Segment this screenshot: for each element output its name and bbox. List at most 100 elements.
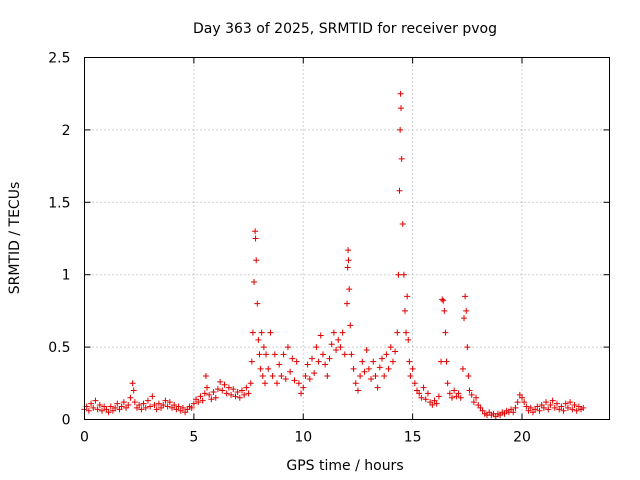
data-point — [274, 380, 280, 387]
data-point — [451, 387, 458, 394]
data-point — [322, 361, 329, 368]
data-point — [363, 346, 370, 353]
data-point — [287, 368, 294, 375]
data-point — [470, 399, 477, 406]
data-point — [330, 329, 337, 336]
data-point — [465, 373, 472, 380]
data-point — [261, 380, 268, 387]
data-point — [365, 365, 372, 372]
data-point — [94, 406, 101, 413]
data-point — [416, 390, 423, 397]
data-point — [444, 380, 451, 387]
x-tick-label: 10 — [294, 430, 312, 446]
data-point — [282, 375, 289, 382]
data-point — [249, 329, 256, 336]
data-point — [241, 391, 248, 398]
y-tick-label: 0.5 — [48, 340, 70, 356]
data-point — [547, 402, 554, 409]
data-point — [199, 397, 206, 404]
data-point — [85, 407, 92, 414]
data-point — [210, 388, 217, 395]
data-point — [247, 380, 254, 387]
data-point — [374, 384, 381, 391]
data-point — [223, 390, 230, 397]
data-point — [202, 373, 209, 380]
data-point — [512, 404, 519, 411]
data-point — [96, 402, 103, 409]
data-point — [201, 390, 208, 397]
data-point — [252, 235, 259, 242]
data-point — [534, 403, 541, 410]
data-point — [107, 403, 114, 410]
data-point — [514, 399, 521, 406]
data-point — [527, 404, 534, 411]
data-point — [208, 396, 215, 403]
data-point — [175, 403, 182, 410]
data-point — [254, 300, 261, 307]
data-point — [160, 402, 167, 409]
data-point — [510, 409, 517, 416]
data-point — [521, 399, 528, 406]
data-point — [392, 348, 399, 355]
data-point — [543, 399, 550, 406]
data-point — [333, 346, 340, 353]
data-point — [136, 402, 143, 409]
data-point — [232, 393, 239, 400]
data-point — [309, 355, 315, 362]
data-point — [291, 377, 298, 384]
data-point — [361, 368, 368, 375]
data-point — [387, 344, 394, 351]
data-point — [573, 407, 580, 414]
data-point — [324, 373, 331, 380]
data-point — [406, 358, 413, 365]
data-point — [130, 387, 137, 394]
data-point — [335, 336, 342, 343]
y-tick-label: 1.5 — [48, 195, 70, 211]
data-point — [239, 387, 245, 394]
x-tick-label: 15 — [404, 430, 422, 446]
data-point — [267, 329, 274, 336]
data-point — [280, 351, 287, 358]
data-point — [368, 375, 375, 382]
data-point — [571, 402, 578, 409]
data-point — [567, 399, 574, 406]
data-point — [540, 404, 547, 411]
data-point — [219, 387, 226, 394]
data-point — [350, 365, 357, 372]
data-point — [345, 247, 352, 254]
data-point — [236, 394, 243, 401]
data-point — [138, 406, 145, 413]
data-point — [258, 329, 265, 336]
data-point — [155, 400, 162, 407]
data-point — [449, 394, 455, 401]
data-point — [438, 358, 445, 365]
x-tick-label: 20 — [513, 430, 531, 446]
data-point — [217, 378, 224, 385]
data-point — [399, 221, 406, 228]
data-point — [269, 373, 276, 380]
data-point — [468, 391, 475, 398]
data-point — [304, 361, 311, 368]
data-point — [560, 407, 567, 414]
data-point — [140, 400, 147, 407]
data-point — [118, 403, 125, 410]
data-point — [255, 336, 262, 343]
data-point — [131, 399, 138, 406]
data-point — [405, 336, 412, 343]
data-point — [195, 399, 202, 406]
data-point — [271, 351, 278, 358]
data-point — [473, 394, 480, 401]
data-point — [348, 351, 355, 358]
data-point — [289, 355, 296, 362]
data-point — [345, 257, 352, 264]
data-point — [404, 293, 411, 300]
data-point — [206, 391, 213, 398]
data-points — [81, 90, 587, 420]
data-point — [221, 381, 228, 388]
data-point — [99, 407, 105, 414]
data-point — [337, 344, 344, 351]
data-point — [395, 271, 402, 278]
data-point — [142, 404, 149, 411]
data-point — [313, 344, 320, 351]
